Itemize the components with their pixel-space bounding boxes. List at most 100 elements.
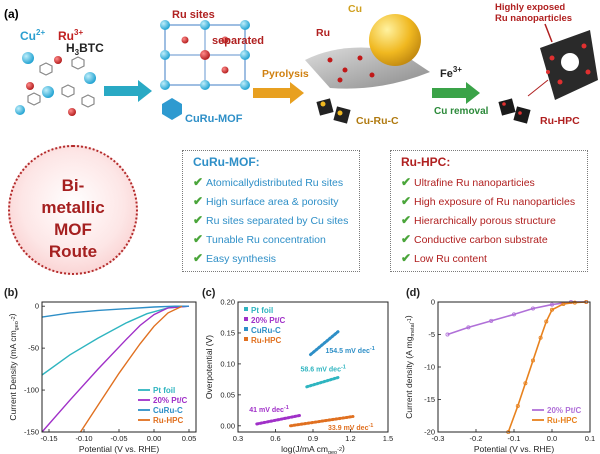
y-axis-label: Overpotential (V) xyxy=(204,335,214,399)
series-line xyxy=(309,330,340,357)
legend-label: 20% Pt/C xyxy=(547,406,581,415)
curu-mof-list: ✔ Atomicallydistributed Ru sites ✔ High su… xyxy=(193,173,348,268)
linker-label: H3BTC xyxy=(66,41,104,57)
y-tick-label: -10 xyxy=(424,363,435,372)
legend-label: CuRu-C xyxy=(251,326,281,335)
y-axis-label: Current density (A mgmetal-1) xyxy=(403,315,416,419)
x-tick-label: -0.15 xyxy=(40,434,57,443)
cu-ion-spheres xyxy=(15,52,96,115)
pyrolysis-arrow xyxy=(253,82,304,104)
series-marker xyxy=(544,319,549,324)
cu-particle xyxy=(369,14,421,66)
panel-label: (b) xyxy=(4,287,18,299)
series-marker xyxy=(531,358,536,363)
list-item: ✔ Ultrafine Ru nanoparticies xyxy=(401,173,575,192)
check-icon: ✔ xyxy=(401,232,412,246)
series-line xyxy=(41,305,190,376)
slope-annotation: 41 mV dec-1 xyxy=(249,405,289,414)
series-marker xyxy=(523,381,528,386)
series-marker xyxy=(550,307,555,312)
series-marker xyxy=(531,306,536,311)
y-tick-label: 0 xyxy=(35,302,39,311)
panel-a-label: (a) xyxy=(4,7,19,21)
y-tick-label: 0 xyxy=(431,298,435,307)
list-item: ✔ Ru sites separated by Cu sites xyxy=(193,211,348,230)
y-tick-label: 0.20 xyxy=(220,298,235,307)
y-tick-label: -15 xyxy=(424,395,435,404)
ru-hpc-label: Ru-HPC xyxy=(540,115,580,127)
panel-label: (d) xyxy=(406,287,420,299)
zoom-connector xyxy=(527,79,549,97)
cu-removal-label: Cu removal xyxy=(434,106,489,117)
check-icon: ✔ xyxy=(193,213,204,227)
ru-particle-label: Ru xyxy=(316,27,330,39)
hpc-pore xyxy=(561,53,579,71)
mof-framework xyxy=(160,20,250,90)
legend-label: Ru-HPC xyxy=(153,416,183,425)
list-item: ✔ Easy synthesis xyxy=(193,249,348,268)
x-axis-label: log(J/mA cmgeo-2) xyxy=(281,443,345,454)
series-marker xyxy=(572,300,577,305)
legend-swatch xyxy=(244,337,248,341)
series-marker xyxy=(512,312,517,317)
cu-particle-label: Cu xyxy=(348,3,362,15)
legend-label: Pt foil xyxy=(153,386,175,395)
list-item: ✔ Hierarchically porous structure xyxy=(401,211,575,230)
series-line xyxy=(41,305,189,318)
list-item: ✔ Conductive carbon substrate xyxy=(401,230,575,249)
x-tick-label: 0.1 xyxy=(585,434,595,443)
check-icon: ✔ xyxy=(401,213,412,227)
x-tick-label: 0.00 xyxy=(147,434,162,443)
ru-ion-spheres xyxy=(26,56,76,116)
list-item: ✔ Low Ru content xyxy=(401,249,575,268)
x-tick-label: 0.6 xyxy=(270,434,280,443)
x-tick-label: 0.0 xyxy=(547,434,557,443)
ru-hpc-cube-icon xyxy=(498,98,531,124)
panel-label: (c) xyxy=(202,287,216,299)
panel-a: (a) Cu2+ Ru3+ H3BTC xyxy=(4,2,598,127)
y-tick-label: -5 xyxy=(428,330,435,339)
chart-d: (d) -0.3 -0.2 -0.1 0.0 0.1 0 -5 -10 -15 -20 Potenti… xyxy=(403,287,595,454)
series-line xyxy=(447,301,587,336)
route-circle: Bi- metallic MOF Route xyxy=(8,145,138,275)
ru-hpc-list: ✔ Ultrafine Ru nanoparticies ✔ High exposu… xyxy=(401,173,575,268)
legend-label: CuRu-C xyxy=(153,406,183,415)
ru-sites-label: Ru sites xyxy=(172,9,215,21)
check-icon: ✔ xyxy=(401,194,412,208)
legend-label: Ru-HPC xyxy=(547,416,577,425)
list-item: ✔ High surface area & porosity xyxy=(193,192,348,211)
legend-swatch xyxy=(244,307,248,311)
route-line-1: Bi- xyxy=(61,176,85,195)
x-tick-label: 0.3 xyxy=(233,434,243,443)
separated-label: separated xyxy=(212,35,264,47)
series-marker xyxy=(515,403,520,408)
check-icon: ✔ xyxy=(401,251,412,265)
y-tick-label: 0.00 xyxy=(220,421,235,430)
ru-hpc-box: Ru-HPC: ✔ Ultrafine Ru nanoparticies ✔ Hig… xyxy=(390,150,588,272)
route-line-4: Route xyxy=(48,242,98,261)
series-line xyxy=(255,413,302,426)
callout-arrow xyxy=(544,23,553,43)
y-tick-label: -50 xyxy=(28,344,39,353)
x-tick-label: -0.1 xyxy=(508,434,521,443)
list-item: ✔ High exposure of Ru nanoparticles xyxy=(401,192,575,211)
highly-exposed-label-1: Highly exposed xyxy=(495,2,565,13)
x-axis-label: Potential (V vs. RHE) xyxy=(474,444,554,454)
ru-hpc-box-title: Ru-HPC: xyxy=(401,155,451,169)
check-icon: ✔ xyxy=(193,194,204,208)
series-marker xyxy=(445,332,450,337)
y-tick-label: 0.05 xyxy=(220,390,235,399)
cu-removal-arrow xyxy=(432,82,480,104)
route-line-2: metallic xyxy=(41,198,105,217)
series-line xyxy=(305,376,340,389)
series-line xyxy=(507,301,587,433)
list-item: ✔ Atomicallydistributed Ru sites xyxy=(193,173,348,192)
fe-ion-label: Fe3+ xyxy=(440,65,462,80)
cu-ion-label: Cu2+ xyxy=(20,28,45,43)
series-line xyxy=(289,415,355,428)
chart-b: (b) -0.15 -0.10 -0.05 0.00 0.05 0 -50 -100 -150 Po… xyxy=(4,287,197,454)
ru-nanoparticles-hpc xyxy=(546,43,591,85)
x-tick-label: 1.2 xyxy=(345,434,355,443)
route-line-3: MOF xyxy=(54,220,92,239)
